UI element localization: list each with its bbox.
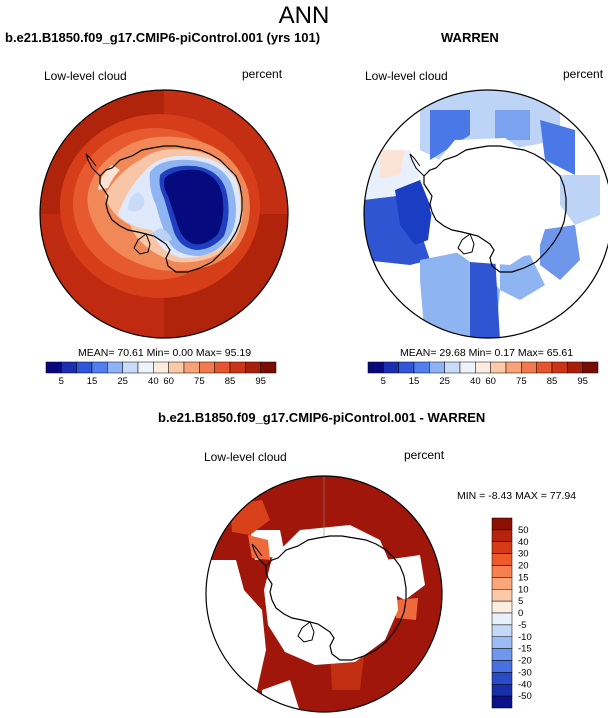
panel3-stats: MIN = -8.43 MAX = 77.94	[457, 490, 577, 502]
colorbar-diff-tick-label: -20	[518, 656, 532, 667]
panel2-variable: Low-level cloud	[365, 69, 448, 83]
panel3-units: percent	[404, 448, 445, 462]
figure-title: ANN	[278, 2, 330, 29]
colorbar-diff-tick-label: -15	[518, 644, 532, 655]
colorbar-model-swatch	[153, 361, 169, 374]
colorbar-diff-swatch	[491, 648, 513, 661]
colorbar-diff-swatch	[491, 553, 513, 566]
panel1-title: b.e21.B1850.f09_g17.CMIP6-piControl.001 …	[5, 30, 321, 45]
colorbar-obs-swatch	[490, 361, 507, 374]
colorbar-obs-swatch	[536, 361, 553, 374]
colorbar-diff-swatch	[491, 660, 513, 673]
colorbar-model-tick-label: 75	[194, 376, 205, 387]
colorbar-model-tick-label: 40	[148, 376, 159, 387]
colorbar-diff-swatch	[491, 636, 513, 649]
panel2-units: percent	[563, 67, 604, 81]
colorbar-diff-tick-label: 40	[518, 537, 529, 548]
colorbar-obs-tick-label: 75	[516, 376, 527, 387]
colorbar-obs-swatch	[551, 361, 568, 374]
panel3-title: b.e21.B1850.f09_g17.CMIP6-piControl.001 …	[158, 410, 486, 425]
colorbar-obs-swatch	[505, 361, 522, 374]
colorbar-model-tick-label: 60	[163, 376, 174, 387]
colorbar-obs-tick-label: 95	[577, 376, 588, 387]
colorbar-model-tick-label: 15	[87, 376, 98, 387]
colorbar-model-swatch	[245, 361, 261, 374]
colorbar-diff-tick-label: 30	[518, 549, 529, 560]
colorbar-obs-tick-label: 15	[409, 376, 420, 387]
colorbar-obs-tick-label: 25	[439, 376, 450, 387]
colorbar-model-swatch	[61, 361, 77, 374]
colorbar-diff-tick-label: 50	[518, 525, 529, 536]
colorbar-diff-tick-label: 0	[518, 608, 523, 619]
colorbar-diff-tick-label: -5	[518, 620, 526, 631]
colorbar-obs-tick-label: 40	[470, 376, 481, 387]
colorbar-obs-swatch	[367, 361, 384, 374]
colorbar-obs-swatch	[582, 361, 599, 374]
panel2-stats: MEAN= 29.68 Min= 0.17 Max= 65.61	[400, 347, 574, 359]
colorbar-diff-tick-label: 15	[518, 572, 529, 583]
panel1-variable: Low-level cloud	[44, 69, 127, 83]
colorbar-model-swatch	[229, 361, 246, 374]
colorbar-diff-swatch	[491, 565, 513, 578]
colorbar-diff-swatch	[491, 517, 513, 531]
panel2-title: WARREN	[441, 30, 499, 45]
colorbar-obs-swatch	[398, 361, 415, 374]
colorbar-obs-swatch	[444, 361, 461, 374]
colorbar-diff-swatch	[491, 577, 513, 590]
colorbar-model-swatch	[199, 361, 215, 374]
colorbar-model-swatch	[260, 361, 277, 374]
colorbar-model-swatch	[137, 361, 154, 374]
colorbar-model-swatch	[76, 361, 93, 374]
colorbar-diff-swatch	[491, 684, 513, 697]
colorbar-diff-tick-label: -50	[518, 691, 532, 702]
colorbar-obs-swatch	[429, 361, 445, 374]
colorbar-model-tick-label: 5	[59, 376, 64, 387]
colorbar-diff-tick-label: -10	[518, 632, 532, 643]
colorbar-obs-swatch	[475, 361, 491, 374]
colorbar-diff-swatch	[491, 624, 513, 638]
colorbar-obs-tick-label: 60	[485, 376, 496, 387]
panel1-units: percent	[242, 67, 283, 81]
colorbar-diff-swatch	[491, 672, 513, 685]
colorbar-model-tick-label: 25	[117, 376, 128, 387]
colorbar-model-tick-label: 85	[225, 376, 236, 387]
colorbar-model-swatch	[107, 361, 123, 374]
colorbar-diff-tick-label: 20	[518, 561, 529, 572]
colorbar-model-swatch	[214, 361, 231, 374]
colorbar-model-swatch	[45, 361, 62, 374]
colorbar-model: 5 15 25 40 60 75 85 95	[45, 361, 277, 387]
colorbar-obs-tick-label: 5	[381, 376, 386, 387]
colorbar-diff-swatch	[491, 612, 513, 626]
colorbar-obs-swatch	[383, 361, 399, 374]
colorbar-obs-tick-label: 85	[547, 376, 558, 387]
panel1-stats: MEAN= 70.61 Min= 0.00 Max= 95.19	[78, 347, 252, 359]
colorbar-obs-swatch	[521, 361, 537, 374]
colorbar-obs: 5 15 25 40 60 75 85 95	[367, 361, 599, 387]
colorbar-diff-tick-label: -30	[518, 667, 532, 678]
colorbar-diff-swatch	[491, 541, 513, 554]
colorbar-model-tick-label: 95	[255, 376, 266, 387]
colorbar-diff-swatch	[491, 695, 513, 709]
colorbar-obs-swatch	[567, 361, 583, 374]
colorbar-model-swatch	[91, 361, 108, 374]
colorbar-model-swatch	[183, 361, 200, 374]
colorbar-obs-swatch	[459, 361, 476, 374]
colorbar-diff-swatch	[491, 600, 513, 614]
colorbar-diff-tick-label: 10	[518, 584, 529, 595]
colorbar-obs-swatch	[413, 361, 430, 374]
colorbar-diff-tick-label: 5	[518, 596, 523, 607]
colorbar-diff-tick-label: -40	[518, 679, 532, 690]
colorbar-diff-swatch	[491, 589, 513, 602]
colorbar-model-swatch	[168, 361, 185, 374]
colorbar-diff-swatch	[491, 529, 513, 543]
panel3-variable: Low-level cloud	[204, 450, 287, 464]
colorbar-model-swatch	[122, 361, 139, 374]
